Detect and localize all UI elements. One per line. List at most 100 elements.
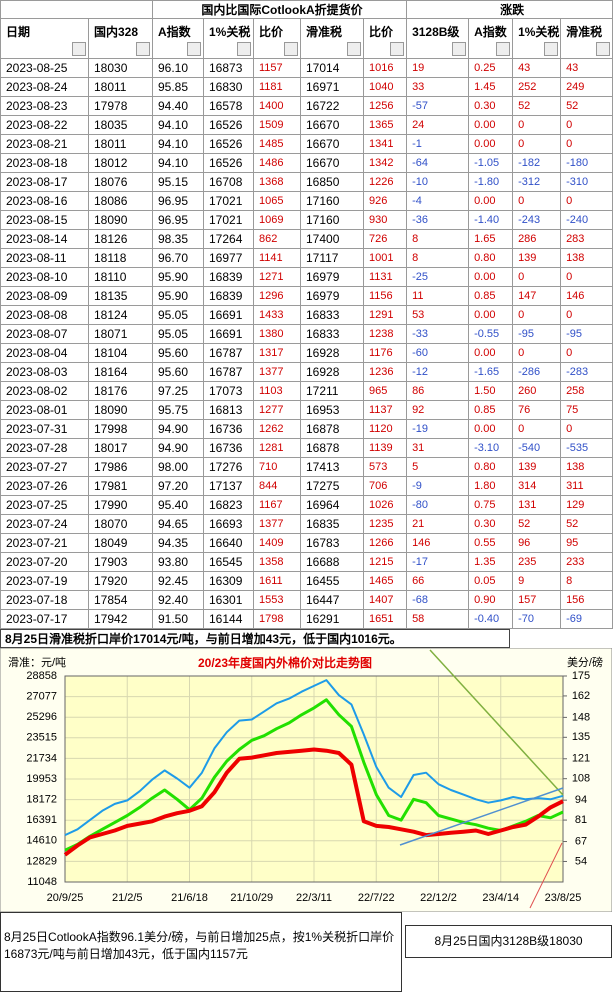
- cell: 0.55: [468, 533, 514, 553]
- data-row: 2023-08-24 18011 95.85 16830 1181 16971 1040 33…: [0, 77, 614, 97]
- cell: 18126: [88, 229, 153, 249]
- cell: 965: [362, 381, 408, 401]
- cell: 260: [512, 381, 562, 401]
- column-header: 国内328: [88, 18, 153, 59]
- cell: 66: [406, 571, 470, 591]
- cell: 16830: [203, 77, 254, 97]
- data-row: 2023-08-07 18071 95.05 16691 1380 16833 1238 -3…: [0, 324, 614, 344]
- data-row: 2023-08-02 18176 97.25 17073 1103 17211 965 86 1…: [0, 381, 614, 401]
- data-row: 2023-08-21 18011 94.10 16526 1485 16670 1341 -1…: [0, 134, 614, 154]
- data-row: 2023-07-17 17942 91.50 16144 1798 16291 1651 58…: [0, 609, 614, 629]
- column-header: 比价: [253, 18, 301, 59]
- cell: 94.65: [152, 514, 204, 534]
- cell: -80: [406, 495, 470, 515]
- cell: 18110: [88, 267, 153, 287]
- cell: -95: [560, 324, 614, 344]
- cell: 95.90: [152, 267, 204, 287]
- cell: 17413: [300, 457, 364, 477]
- cell: 17117: [300, 248, 364, 268]
- cell: 0: [560, 305, 614, 325]
- cell: 21: [406, 514, 470, 534]
- cell: 0: [512, 191, 562, 211]
- cell: -19: [406, 419, 470, 439]
- column-header: 滑准税: [300, 18, 364, 59]
- cell: 95: [560, 533, 614, 553]
- y-tick-label: 18172: [26, 794, 57, 806]
- series-line: [63, 747, 564, 857]
- data-row: 2023-08-14 18126 98.35 17264 862 17400 726 8 1.6…: [0, 229, 614, 249]
- cell: 314: [512, 476, 562, 496]
- cell: 258: [560, 381, 614, 401]
- cell: 33: [406, 77, 470, 97]
- data-row: 2023-07-18 17854 92.40 16301 1553 16447 1407 -6…: [0, 590, 614, 610]
- cell: 2023-08-07: [0, 324, 89, 344]
- cell: 1256: [362, 96, 408, 116]
- cell: 710: [253, 457, 301, 477]
- cell: 1291: [362, 305, 408, 325]
- y2-axis-label: 美分/磅: [567, 655, 603, 669]
- cell: -535: [560, 438, 614, 458]
- y2-tick-label: 121: [572, 753, 590, 765]
- cell: -0.55: [468, 324, 514, 344]
- cell: 252: [512, 77, 562, 97]
- cell: 2023-08-24: [0, 77, 89, 97]
- cell: 0.00: [468, 191, 514, 211]
- y-tick-label: 23515: [26, 732, 57, 744]
- cell: 2023-08-09: [0, 286, 89, 306]
- cell: 17978: [88, 96, 153, 116]
- cell: 58: [406, 609, 470, 629]
- cell: 96: [512, 533, 562, 553]
- cell: 0: [512, 305, 562, 325]
- cell: 0.05: [468, 571, 514, 591]
- cell: 1.65: [468, 229, 514, 249]
- group-header: 涨跌: [406, 0, 614, 19]
- cell: 2023-08-10: [0, 267, 89, 287]
- y-tick-label: 12829: [26, 855, 57, 867]
- cell: 139: [512, 457, 562, 477]
- cell: 16928: [300, 343, 364, 363]
- column-header: 1%关税: [512, 18, 562, 59]
- cell: -286: [512, 362, 562, 382]
- cell: 1157: [253, 58, 301, 78]
- cell: 96.95: [152, 210, 204, 230]
- cell: -0.40: [468, 609, 514, 629]
- annotation-line: [529, 842, 563, 909]
- y-tick-label: 28858: [26, 670, 57, 682]
- cell: 52: [512, 96, 562, 116]
- cell: 1040: [362, 77, 408, 97]
- data-row: 2023-07-21 18049 94.35 16640 1409 16783 1266 14…: [0, 533, 614, 553]
- data-row: 2023-08-08 18124 95.05 16691 1433 16833 1291 53…: [0, 305, 614, 325]
- cell: 17920: [88, 571, 153, 591]
- cell: 16953: [300, 400, 364, 420]
- y-tick-label: 21734: [26, 752, 57, 764]
- cell: 573: [362, 457, 408, 477]
- cell: 16835: [300, 514, 364, 534]
- cell: -25: [406, 267, 470, 287]
- y2-tick-label: 135: [572, 731, 590, 743]
- y2-tick-label: 94: [575, 794, 587, 806]
- cell: 16787: [203, 362, 254, 382]
- cell: 86: [406, 381, 470, 401]
- cell: 1296: [253, 286, 301, 306]
- cell: 1.50: [468, 381, 514, 401]
- cell: 1103: [253, 381, 301, 401]
- y-tick-label: 27077: [26, 691, 57, 703]
- cell: 0.90: [468, 590, 514, 610]
- cell: 97.25: [152, 381, 204, 401]
- cell: 17021: [203, 191, 254, 211]
- cell: 16526: [203, 153, 254, 173]
- cell: 1611: [253, 571, 301, 591]
- cell: 18049: [88, 533, 153, 553]
- cell: 2023-08-16: [0, 191, 89, 211]
- cell: 18118: [88, 248, 153, 268]
- cell: 17160: [300, 210, 364, 230]
- data-row: 2023-07-24 18070 94.65 16693 1377 16835 1235 21…: [0, 514, 614, 534]
- y2-tick-label: 175: [572, 670, 590, 682]
- cell: 52: [560, 514, 614, 534]
- cell: 1131: [362, 267, 408, 287]
- cell: -1: [406, 134, 470, 154]
- y2-tick-label: 148: [572, 711, 590, 723]
- cell: 1317: [253, 343, 301, 363]
- cell: 1465: [362, 571, 408, 591]
